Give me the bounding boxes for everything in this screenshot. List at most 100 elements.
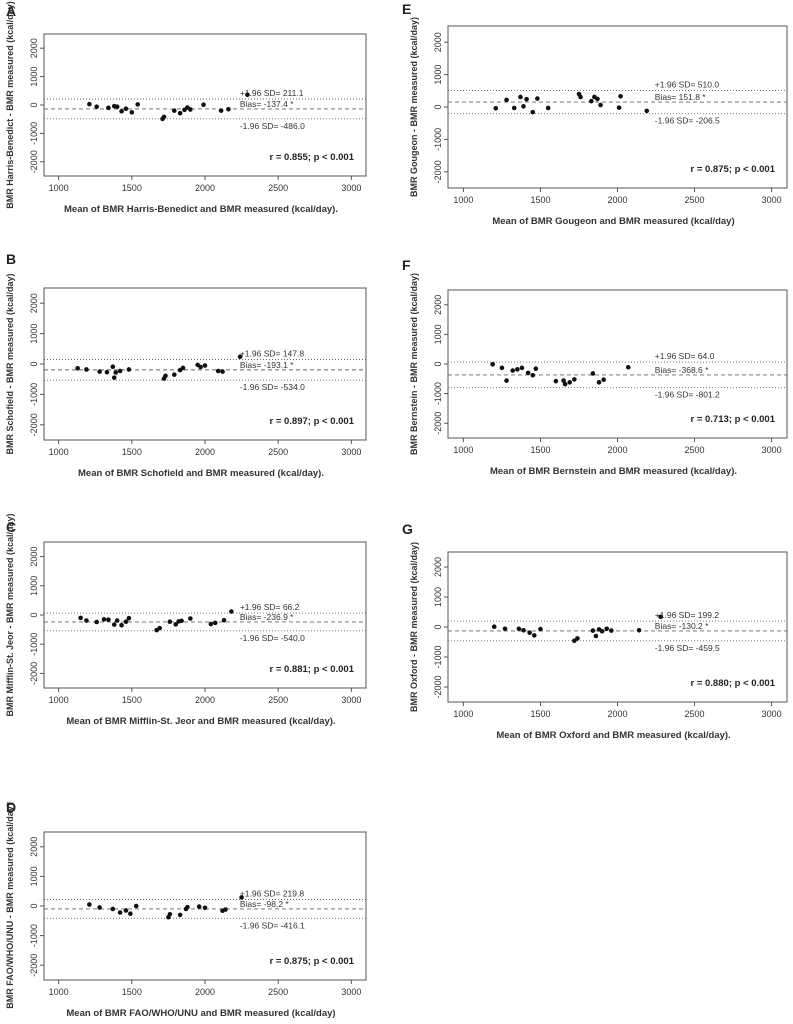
data-point — [562, 381, 568, 387]
x-tick-label: 2000 — [195, 447, 215, 457]
bias-label: Bias= -193.1 * — [240, 360, 294, 370]
data-point — [530, 109, 536, 115]
data-point — [87, 101, 92, 107]
upper-loa-label: +1.96 SD= 199.2 — [655, 610, 720, 620]
x-tick-label: 1500 — [530, 709, 550, 719]
data-point — [117, 368, 123, 374]
lower-loa-label: -1.96 SD= -459.5 — [655, 643, 720, 653]
data-point — [188, 107, 193, 112]
data-point — [110, 906, 116, 912]
x-tick-label: 2500 — [268, 447, 288, 457]
data-point — [518, 94, 523, 100]
x-tick-label: 1000 — [49, 987, 69, 997]
x-tick-label: 2500 — [268, 987, 288, 997]
lower-loa-label: -1.96 SD= -534.0 — [240, 382, 305, 392]
x-tick-label: 1500 — [122, 987, 142, 997]
upper-loa-label: +1.96 SD= 510.0 — [655, 79, 720, 89]
y-tick-label: -2000 — [29, 662, 39, 685]
panel-letter: F — [402, 257, 411, 273]
data-point — [504, 378, 509, 383]
bias-label: Bias= -98.2 * — [240, 899, 290, 909]
bias-label: Bias= -236.9 * — [240, 612, 294, 622]
y-tick-label: 2000 — [29, 38, 39, 58]
y-tick-label: -1000 — [29, 383, 39, 406]
y-tick-label: 1000 — [29, 324, 39, 344]
y-tick-label: 0 — [433, 361, 443, 366]
y-axis-label: BMR FAO/WHO/UNU - BMR measured (kcal/day… — [5, 803, 15, 1009]
x-tick-label: 1000 — [453, 195, 473, 205]
panel-letter: B — [6, 251, 16, 267]
y-tick-label: 2000 — [433, 295, 443, 315]
y-tick-label: -1000 — [433, 645, 443, 668]
data-point — [117, 910, 123, 915]
x-tick-label: 1000 — [49, 695, 69, 705]
y-tick-label: 2000 — [433, 32, 443, 52]
data-point — [625, 364, 631, 370]
panel-letter: D — [6, 799, 16, 815]
data-point — [106, 105, 111, 111]
x-tick-label: 3000 — [762, 445, 782, 455]
x-tick-label: 3000 — [762, 709, 782, 719]
y-tick-label: -1000 — [433, 128, 443, 151]
data-point — [229, 609, 234, 614]
data-point — [128, 911, 133, 916]
x-tick-label: 1500 — [122, 447, 142, 457]
y-tick-label: 0 — [29, 903, 39, 908]
data-point — [245, 92, 250, 98]
data-point — [113, 370, 119, 375]
x-tick-label: 3000 — [341, 695, 361, 705]
data-point — [504, 97, 509, 103]
data-point — [521, 628, 526, 633]
data-point — [171, 108, 177, 113]
x-tick-label: 2000 — [195, 987, 215, 997]
data-point — [198, 364, 203, 370]
data-point — [104, 369, 110, 375]
data-point — [97, 369, 102, 374]
data-point — [575, 636, 580, 641]
y-tick-label: 0 — [29, 612, 39, 617]
data-point — [111, 375, 117, 380]
data-point — [196, 904, 202, 909]
y-tick-label: 1000 — [29, 576, 39, 596]
data-point — [123, 619, 129, 625]
bias-label: Bias= -130.2 * — [655, 621, 709, 631]
y-tick-label: 0 — [29, 102, 39, 107]
data-point — [87, 902, 92, 907]
data-point — [499, 365, 505, 371]
data-point — [94, 104, 99, 110]
y-axis-label: BMR Gougeon - BMR measured (kcal/day) — [409, 17, 419, 197]
lower-loa-label: -1.96 SD= -206.5 — [655, 116, 720, 126]
data-point — [553, 378, 559, 384]
data-point — [185, 904, 190, 910]
correlation-stat: r = 0.897; p < 0.001 — [269, 416, 354, 427]
data-point — [524, 96, 529, 102]
y-axis-label: BMR Schofield - BMR measured (kcal/day) — [5, 273, 15, 454]
data-point — [596, 380, 602, 385]
data-point — [212, 620, 218, 626]
y-tick-label: -1000 — [29, 633, 39, 656]
data-point — [598, 102, 603, 108]
x-tick-label: 1000 — [453, 709, 473, 719]
y-tick-label: -2000 — [29, 954, 39, 977]
data-point — [119, 622, 124, 628]
x-tick-label: 2000 — [195, 183, 215, 193]
y-tick-label: 2000 — [29, 547, 39, 567]
x-tick-label: 3000 — [341, 447, 361, 457]
x-tick-label: 1000 — [49, 447, 69, 457]
data-point — [609, 628, 614, 633]
data-point — [561, 378, 566, 383]
y-tick-label: -2000 — [433, 412, 443, 435]
x-tick-label: 2500 — [685, 195, 705, 205]
data-point — [215, 368, 221, 374]
data-point — [521, 104, 526, 109]
y-tick-label: -2000 — [433, 675, 443, 698]
data-point — [167, 619, 173, 625]
y-tick-label: 1000 — [433, 587, 443, 607]
data-point — [599, 628, 605, 634]
y-tick-label: 1000 — [433, 65, 443, 85]
data-point — [202, 363, 208, 368]
y-tick-label: -2000 — [29, 150, 39, 173]
panel-letter: G — [402, 521, 413, 537]
lower-loa-label: -1.96 SD= -801.2 — [655, 390, 720, 400]
